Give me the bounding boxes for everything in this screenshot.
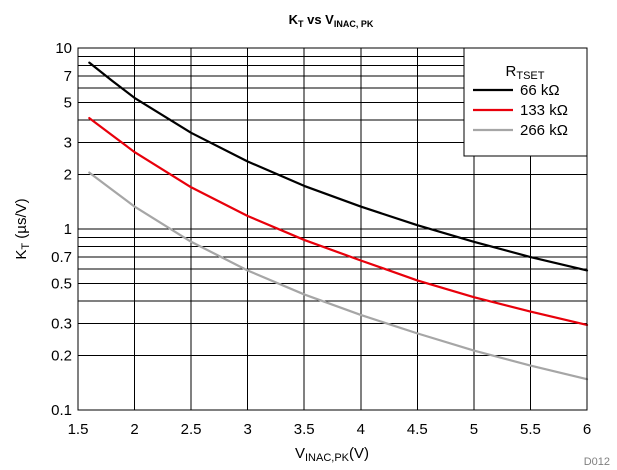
x-tick-label: 1.5: [68, 421, 89, 438]
y-tick-label: 2: [64, 167, 72, 184]
y-tick-label: 1: [64, 221, 72, 238]
figure-code: D012: [584, 456, 610, 468]
x-axis-label-subscript: INAC,PK: [305, 452, 350, 464]
y-tick-label: 10: [55, 40, 72, 57]
chart-title: KT vs VINAC, PK: [289, 12, 374, 29]
title-main: K: [289, 12, 299, 27]
y-tick-labels: 0.1 0.2 0.3 0.5 0.7 1 2 3 5 7 10: [51, 40, 72, 419]
series-line-2: [88, 116, 589, 327]
x-tick-label: 5: [470, 421, 478, 438]
y-tick-label: 3: [64, 135, 72, 152]
y-axis-label-subscript: T: [20, 243, 32, 250]
title-middle: vs V: [304, 12, 335, 27]
plot-frame: [77, 47, 588, 411]
legend-box: [463, 47, 588, 157]
title-subscript: T: [298, 19, 304, 29]
legend-entries: 66 kΩ 133 kΩ 266 kΩ: [473, 82, 568, 139]
x-tick-label: 2: [130, 421, 138, 438]
x-tick-labels: 1.5 2 2.5 3 3.5 4 4.5 5 5.5 6: [68, 421, 592, 438]
y-axis-label: KT (µs/V): [13, 198, 32, 259]
x-tick-label: 3.5: [294, 421, 315, 438]
y-tick-label: 0.3: [51, 316, 72, 333]
series-line-3: [88, 171, 589, 381]
x-tick-label: 2.5: [181, 421, 202, 438]
y-tick-label: 5: [64, 94, 72, 111]
legend-title-main: R: [506, 63, 517, 80]
x-tick-label: 4.5: [407, 421, 428, 438]
legend-label: 133 kΩ: [520, 102, 568, 119]
series-line-1: [88, 61, 589, 272]
x-tick-label: 5.5: [520, 421, 541, 438]
legend-label: 266 kΩ: [520, 122, 568, 139]
y-axis-label-suffix: (µs/V): [13, 198, 30, 242]
x-tick-label: 4: [357, 421, 365, 438]
x-axis-label-main: V: [295, 445, 305, 462]
title-subscript-2: INAC, PK: [334, 19, 374, 29]
x-tick-label: 3: [243, 421, 251, 438]
legend-title: RTSET: [506, 63, 545, 82]
x-axis-label: VINAC,PK(V): [295, 445, 369, 464]
y-tick-label: 0.7: [51, 249, 72, 266]
legend-label: 66 kΩ: [520, 82, 560, 99]
legend: RTSET 66 kΩ 133 kΩ 266 kΩ: [463, 47, 588, 157]
x-axis-label-suffix: (V): [349, 445, 369, 462]
y-tick-label: 0.2: [51, 348, 72, 365]
y-tick-label: 0.5: [51, 275, 72, 292]
x-tick-label: 6: [583, 421, 591, 438]
series-layer: [88, 61, 589, 381]
y-axis-label-main: K: [13, 250, 30, 260]
y-tick-label: 0.1: [51, 402, 72, 419]
legend-title-subscript: TSET: [516, 70, 544, 82]
y-tick-label: 7: [64, 68, 72, 85]
